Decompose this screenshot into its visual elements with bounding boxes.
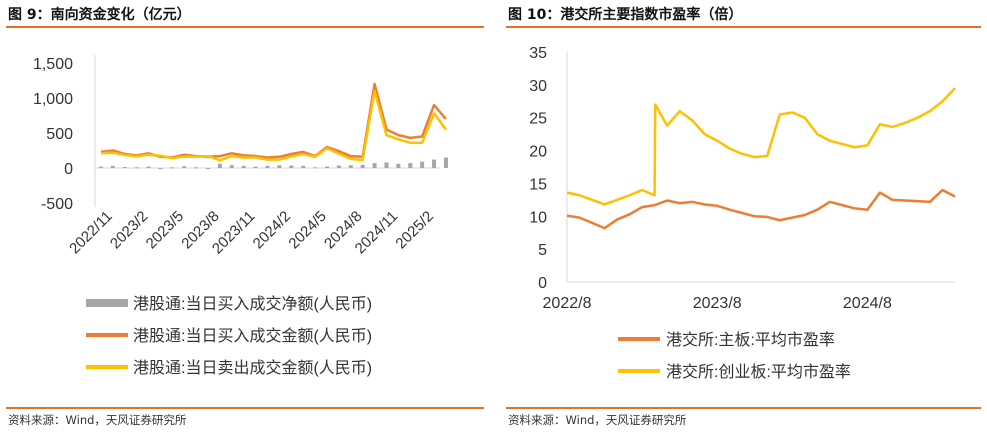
- left-chart-title: 图 9：南向资金变化（亿元）: [8, 7, 191, 23]
- left-legend-label: 港股通:当日买入成交净额(人民币): [133, 295, 372, 313]
- left-net-bar: [443, 157, 448, 168]
- right-source-note: 资料来源：Wind，天风证券研究所: [508, 413, 687, 427]
- left-net-bar: [194, 167, 199, 169]
- right-x-tick-label: 2023/8: [693, 295, 742, 312]
- left-net-bar: [348, 165, 353, 168]
- right-y-tick-label: 30: [529, 78, 547, 95]
- left-net-bar: [146, 166, 151, 168]
- left-chart-panel: 图 9：南向资金变化（亿元） -500 0 500 1,000 1,500 2022/11…: [0, 0, 486, 434]
- left-x-tick-label: 2023/5: [143, 208, 187, 252]
- left-net-bar: [384, 162, 389, 168]
- left-x-tick-label: 2025/2: [392, 208, 436, 252]
- right-y-tick-label: 35: [529, 45, 547, 62]
- left-net-bar: [289, 165, 294, 168]
- left-net-bar: [432, 159, 437, 168]
- left-net-bar: [420, 161, 425, 168]
- left-x-tick-label: 2024/5: [285, 208, 329, 252]
- left-y-tick-label: 500: [46, 126, 73, 143]
- left-net-bar: [170, 167, 175, 169]
- right-y-tick-label: 0: [538, 275, 547, 292]
- left-y-tick-label: 1,500: [33, 56, 73, 73]
- left-legend-label: 港股通:当日买入成交金额(人民币): [133, 327, 372, 345]
- left-x-tick-label: 2024/2: [250, 208, 294, 252]
- left-net-bar: [158, 168, 163, 170]
- right-legend-label: 港交所:主板:平均市盈率: [666, 331, 835, 349]
- right-x-tick-label: 2024/8: [843, 295, 892, 312]
- left-x-tick-label: 2023/2: [107, 208, 151, 252]
- left-net-bar: [336, 165, 341, 168]
- left-net-bar: [360, 164, 365, 168]
- left-buy-line: [100, 82, 447, 159]
- right-y-tick-label: 20: [529, 144, 547, 161]
- left-net-bar: [301, 165, 306, 168]
- right-main-board-line: [566, 188, 956, 230]
- left-net-bar: [372, 163, 377, 168]
- left-net-bar: [182, 166, 187, 168]
- left-net-bar: [134, 167, 139, 169]
- right-chart: 0 5 10 15 20 25 30 35 2022/8 2023/8 2024/8 港交所:主板:平…: [529, 45, 956, 381]
- left-y-tick-label: -500: [41, 196, 73, 213]
- left-x-tick-label: 2022/11: [66, 208, 116, 258]
- right-source-rule: [506, 407, 981, 409]
- right-y-tick-label: 15: [529, 176, 547, 193]
- left-net-bar: [241, 165, 246, 168]
- left-net-bar: [122, 166, 127, 168]
- left-legend-label: 港股通:当日卖出成交金额(人民币): [133, 359, 372, 377]
- right-gem-line: [566, 87, 956, 206]
- left-y-tick-label: 0: [64, 161, 73, 178]
- left-net-bar: [313, 167, 318, 169]
- left-source-note: 资料来源：Wind，天风证券研究所: [8, 413, 187, 427]
- left-net-bar: [110, 165, 115, 168]
- right-chart-title: 图 10：港交所主要指数市盈率（倍）: [508, 7, 743, 23]
- right-legend-label: 港交所:创业板:平均市盈率: [666, 363, 851, 381]
- left-net-bar: [396, 163, 401, 168]
- left-sell-line: [100, 89, 447, 162]
- left-net-bar: [324, 166, 329, 168]
- left-title-rule: [6, 26, 484, 28]
- left-net-bar: [265, 165, 270, 168]
- left-net-bar: [229, 165, 234, 168]
- right-y-tick-label: 10: [529, 209, 547, 226]
- right-y-tick-label: 25: [529, 111, 547, 128]
- left-net-bar: [206, 168, 211, 169]
- left-net-bar: [408, 163, 413, 168]
- left-net-bar: [277, 165, 282, 168]
- right-chart-panel: 图 10：港交所主要指数市盈率（倍） 0 5 10 15 20 25 30 35 2022/8 2…: [500, 0, 987, 434]
- right-y-tick-label: 5: [538, 242, 547, 259]
- left-source-rule: [6, 407, 484, 409]
- right-x-tick-label: 2022/8: [543, 295, 592, 312]
- left-net-bar: [217, 163, 222, 168]
- left-net-bar: [98, 166, 103, 168]
- right-title-rule: [506, 26, 981, 28]
- left-net-bar: [253, 166, 258, 168]
- left-y-tick-label: 1,000: [33, 91, 73, 108]
